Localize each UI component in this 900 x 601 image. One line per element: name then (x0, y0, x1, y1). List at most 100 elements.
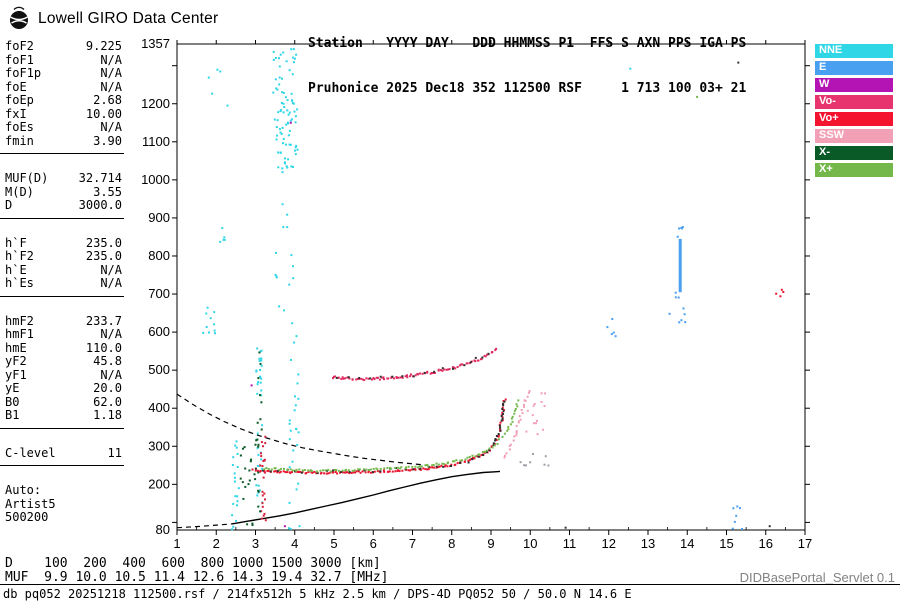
param-label: foF1p (5, 66, 42, 80)
svg-text:17: 17 (798, 536, 812, 551)
param-separator (0, 295, 124, 297)
station-header-columns: Station YYYY DAY DDD HHMMSS P1 FFS S AXN… (308, 36, 747, 51)
param-value: 20.0 (93, 381, 122, 395)
param-label: C-level (5, 445, 56, 460)
profile-extrapolation-dashed (176, 523, 232, 529)
legend-vo: Vo- (815, 95, 893, 109)
svg-text:200: 200 (148, 476, 170, 491)
param-value: 3.90 (93, 133, 122, 148)
legend-x: X+ (815, 163, 893, 177)
svg-text:14: 14 (680, 536, 694, 551)
svg-text:900: 900 (148, 210, 170, 225)
param-label: MUF(D) (5, 171, 49, 185)
param-value: 3000.0 (78, 198, 122, 212)
brand: Lowell GIRO Data Center (6, 6, 218, 32)
param-yF1: yF1 N/A (0, 367, 130, 383)
param-value: N/A (100, 52, 122, 67)
param-fxI: fxI 10.00 (0, 106, 130, 122)
trace-lines (176, 393, 501, 529)
plot-frame (176, 43, 806, 531)
svg-text:8: 8 (448, 536, 455, 551)
param-value: N/A (100, 66, 122, 80)
autoscaler-info: 500200 (5, 510, 49, 524)
svg-text:5: 5 (330, 536, 337, 551)
param-label: h`Es (5, 276, 34, 290)
param-label: yF1 (5, 367, 27, 382)
param-foEs: foEs N/A (0, 120, 130, 135)
vertical-lines (678, 238, 682, 293)
param-Clevel: C-level 11 (0, 445, 130, 461)
param-hE: h`E N/A (0, 262, 130, 278)
param-foF1: foF1 N/A (0, 52, 130, 68)
param-label: fmin (5, 133, 34, 148)
param-value: N/A (100, 367, 122, 382)
autoscaler-info: Auto: (5, 483, 42, 497)
svg-text:15: 15 (719, 536, 733, 551)
svg-text:4: 4 (291, 536, 298, 551)
svg-text:80: 80 (156, 522, 170, 537)
param-hmF2: hmF2 233.7 (0, 314, 130, 329)
param-yE: yE 20.0 (0, 381, 130, 396)
param-label: B1 (5, 408, 20, 422)
param-separator (0, 427, 124, 429)
record-info-line: db pq052 20251218 112500.rsf / 214fx512h… (3, 587, 632, 601)
param-foEp: foEp 2.68 (0, 93, 130, 108)
axis-ticks (172, 40, 810, 535)
svg-text:1200: 1200 (141, 96, 170, 111)
param-value: N/A (100, 262, 122, 277)
y-axis-labels: 1357 1200 1100 1000 900 800 700 600 500 400 300 200… (141, 36, 170, 537)
param-fmin: fmin 3.90 (0, 133, 130, 149)
svg-text:7: 7 (409, 536, 416, 551)
svg-text:600: 600 (148, 324, 170, 339)
station-header-values: Pruhonice 2025 Dec18 352 112500 RSF 1 71… (308, 81, 747, 96)
svg-text:1: 1 (173, 536, 180, 551)
svg-text:2: 2 (213, 536, 220, 551)
param-D: D 3000.0 (0, 198, 130, 213)
param-value: N/A (100, 327, 122, 341)
svg-text:3: 3 (252, 536, 259, 551)
svg-text:16: 16 (759, 536, 773, 551)
param-label: foEp (5, 93, 34, 107)
svg-text:300: 300 (148, 438, 170, 453)
param-foE: foE N/A (0, 80, 130, 95)
param-label: foEs (5, 120, 34, 134)
param-separator (0, 217, 124, 219)
svg-text:12: 12 (602, 536, 616, 551)
param-hF: h`F 235.0 (0, 235, 130, 251)
param-value: 45.8 (93, 354, 122, 368)
param-value: 110.0 (85, 340, 122, 355)
param-B1: B1 1.18 (0, 408, 130, 423)
autoscaler-info: Artist5 (5, 496, 56, 511)
param-value: 11 (107, 445, 122, 460)
legend-w: W (815, 78, 893, 92)
param-label: fxI (5, 106, 27, 121)
param-value: N/A (100, 120, 122, 134)
param-label: h`F2 (5, 249, 34, 263)
param-label: h`E (5, 262, 27, 277)
f-region-drift-line (678, 238, 682, 293)
param-label: B0 (5, 394, 20, 409)
param-separator (0, 465, 124, 466)
echo-scatter (202, 48, 785, 531)
svg-text:13: 13 (641, 536, 655, 551)
svg-text:700: 700 (148, 286, 170, 301)
servlet-version-label: DIDBasePortal_Servlet 0.1 (739, 570, 895, 585)
param-label: foF2 (5, 39, 34, 53)
distance-row: D 100 200 400 600 800 1000 1500 3000 [km… (5, 556, 381, 571)
footer-divider (0, 584, 900, 585)
param-value: 62.0 (93, 394, 122, 409)
param-label: yE (5, 381, 20, 395)
legend-nne: NNE (815, 44, 893, 58)
param-label: M(D) (5, 184, 34, 199)
param-hmF1: hmF1 N/A (0, 327, 130, 342)
svg-text:1000: 1000 (141, 172, 170, 187)
param-value: 1.18 (93, 408, 122, 422)
muf-row: MUF 9.9 10.0 10.5 11.4 12.6 14.3 19.4 32… (5, 570, 389, 585)
param-value: 235.0 (85, 235, 122, 250)
station-header: Station YYYY DAY DDD HHMMSS P1 FFS S AXN… (308, 6, 746, 111)
svg-text:500: 500 (148, 362, 170, 377)
param-value: N/A (100, 276, 122, 290)
svg-text:400: 400 (148, 400, 170, 415)
param-hF2: h`F2 235.0 (0, 249, 130, 264)
legend-vo: Vo+ (815, 112, 893, 126)
